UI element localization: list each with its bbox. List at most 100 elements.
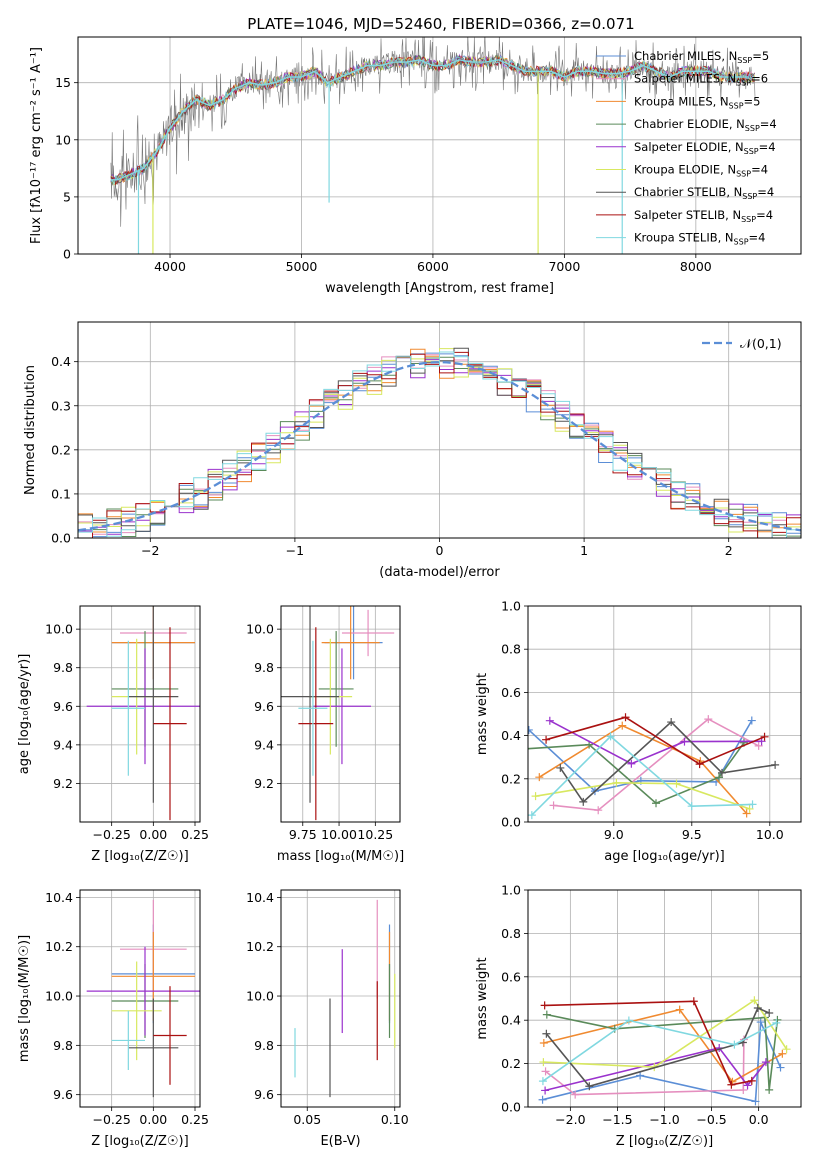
x-tick-label: −1 <box>286 543 304 558</box>
legend-entry: Salpeter STELIB, NSSP=4 <box>634 208 773 224</box>
x-tick-label: 0.10 <box>381 1112 409 1127</box>
weight-marker <box>695 760 704 769</box>
errorbar-point <box>153 627 187 821</box>
weight-marker <box>778 1049 787 1058</box>
x-tick-label: 7000 <box>548 259 580 274</box>
x-tick-label: 0.05 <box>293 1112 321 1127</box>
y-axis-label: age [log₁₀(age/yr)] <box>17 654 32 775</box>
weight-marker <box>765 1085 774 1094</box>
weight-line <box>549 719 762 765</box>
weight-marker <box>539 1039 548 1048</box>
y-tick-label: 0.6 <box>501 685 521 700</box>
x-axis-label: E(B-V) <box>320 1134 360 1149</box>
weight-marker <box>747 716 756 725</box>
errorbar-point <box>312 648 371 765</box>
weight-marker <box>636 1071 645 1080</box>
weight-marker <box>753 1003 762 1012</box>
y-tick-label: 10.0 <box>246 622 274 637</box>
weight-marker <box>556 763 565 772</box>
weight-marker <box>675 1005 684 1014</box>
y-tick-label: 10 <box>55 132 71 147</box>
y-tick-label: 9.6 <box>53 1087 73 1102</box>
weight-vs-age-panel: 9.0 9.5 10.0 0.0 0.2 0.4 0.6 0.8 1.0 age [log₁₀(a… <box>475 599 802 864</box>
plot-area <box>110 37 756 254</box>
y-tick-label: 10.4 <box>246 890 274 905</box>
weight-marker <box>717 768 726 777</box>
weight-marker <box>618 721 627 730</box>
legend: Chabrier MILES, NSSP=5 Salpeter MILES, NS… <box>596 49 777 247</box>
x-tick-label: −0.25 <box>93 1112 131 1127</box>
axes-frame <box>79 605 201 823</box>
weight-marker <box>754 741 763 750</box>
weight-series <box>541 1035 748 1099</box>
x-tick-label: 10.00 <box>321 827 357 842</box>
weight-marker <box>542 1029 551 1038</box>
weight-line <box>544 1000 752 1086</box>
y-tick-label: 1.0 <box>501 883 521 898</box>
x-tick-label: 0.00 <box>139 827 167 842</box>
errorbar-point <box>86 648 200 765</box>
x-tick-label: −0.5 <box>696 1112 726 1127</box>
weight-marker <box>748 800 757 809</box>
weight-marker <box>742 809 751 818</box>
weight-marker <box>541 1086 550 1095</box>
y-tick-label: 10.4 <box>45 890 73 905</box>
x-tick-label: 9.0 <box>604 827 624 842</box>
weight-marker <box>541 1067 550 1076</box>
weight-marker <box>585 1082 594 1091</box>
x-tick-label: 8000 <box>680 259 712 274</box>
plot-area <box>86 606 200 821</box>
legend-entry: Chabrier MILES, NSSP=5 <box>634 49 769 65</box>
x-tick-label: 0.0 <box>749 1112 769 1127</box>
y-tick-label: 9.8 <box>53 660 73 675</box>
y-axis-label: Flux [fλ10⁻¹⁷ erg cm⁻² s⁻¹ A⁻¹] <box>29 47 44 244</box>
weight-marker <box>652 799 661 808</box>
weight-marker <box>730 1040 739 1049</box>
weight-marker <box>782 1045 791 1054</box>
mass-vs-metallicity-panel: −0.25 0.00 0.25 9.6 9.8 10.0 10.2 10.4 Z [log₁₀(… <box>17 889 209 1149</box>
legend-entry: Chabrier ELODIE, NSSP=4 <box>634 117 777 133</box>
y-tick-label: 0.1 <box>51 486 71 501</box>
y-tick-label: 9.8 <box>254 660 274 675</box>
y-axis-label: mass [log₁₀(M/M☉)] <box>17 935 32 1062</box>
weight-marker <box>751 1097 760 1106</box>
y-tick-label: 10.0 <box>246 989 274 1004</box>
y-tick-label: 0.0 <box>51 531 71 546</box>
weight-marker <box>528 725 533 734</box>
weight-vs-metallicity-panel: −2.0 −1.5 −1.0 −0.5 0.0 0.0 0.2 0.4 0.6 0.8 1.0 Z [… <box>475 883 802 1149</box>
weight-marker <box>704 715 713 724</box>
x-tick-label: 0 <box>436 543 444 558</box>
weight-series <box>535 721 751 818</box>
axes-frame <box>79 889 201 1108</box>
y-tick-label: 0.2 <box>501 771 521 786</box>
y-tick-label: 0.2 <box>51 442 71 457</box>
errorbar-point <box>298 627 334 821</box>
weight-marker <box>750 996 759 1005</box>
figure-title: PLATE=1046, MJD=52460, FIBERID=0366, z=0… <box>247 15 634 33</box>
legend-entry: Salpeter MILES, NSSP=6 <box>634 72 768 88</box>
weight-series <box>541 1043 770 1095</box>
y-tick-label: 9.2 <box>254 776 274 791</box>
model-spectrum <box>110 59 749 181</box>
x-tick-label: 9.75 <box>289 827 317 842</box>
weight-line <box>535 781 750 810</box>
weight-series <box>539 996 791 1072</box>
y-tick-label: 10.0 <box>45 989 73 1004</box>
weight-line <box>531 735 753 816</box>
x-tick-label: −2 <box>141 543 159 558</box>
weight-marker <box>687 802 696 811</box>
weight-series <box>542 713 769 769</box>
y-axis-label: mass weight <box>475 957 490 1039</box>
axes-frame <box>527 605 802 823</box>
y-tick-label: 15 <box>55 75 71 90</box>
x-axis-label: mass [log₁₀(M/M☉)] <box>277 849 404 864</box>
spectrum-panel: 4000 5000 6000 7000 8000 0 5 10 15 wavelength [An… <box>29 36 802 296</box>
weight-marker <box>542 735 551 744</box>
weight-marker <box>760 732 769 741</box>
weight-marker <box>689 997 698 1006</box>
axes-frame <box>280 889 401 1108</box>
weight-marker <box>743 1081 752 1090</box>
weight-marker <box>531 792 540 801</box>
weight-line <box>544 1046 767 1092</box>
y-tick-label: 0.2 <box>501 1056 521 1071</box>
